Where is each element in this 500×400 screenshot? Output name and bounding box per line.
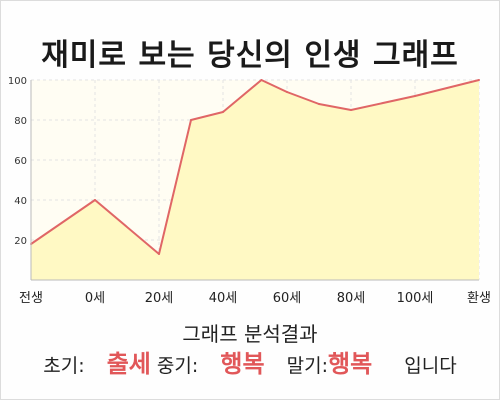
y-tick-label: 100 — [8, 76, 27, 87]
early-label: 초기: — [43, 355, 85, 377]
data-point — [260, 79, 263, 81]
data-point — [94, 199, 96, 201]
late-label: 말기: — [286, 355, 329, 377]
y-tick-label: 40 — [14, 196, 27, 207]
summary-ending: 입니다 — [404, 355, 457, 377]
x-tick-label: 환생 — [467, 291, 491, 306]
x-tick-label: 전생 — [19, 291, 43, 306]
y-tick-labels: 20 40 60 80 100 — [8, 76, 27, 247]
axis-layer — [30, 80, 479, 281]
y-tick-label: 80 — [14, 116, 27, 127]
y-tick-label: 20 — [14, 236, 27, 247]
data-point — [158, 253, 160, 255]
chart-title: 재미로 보는 당신의 인생 그래프 — [41, 38, 459, 73]
x-tick-label: 20세 — [145, 291, 174, 306]
late-value: 행복 — [328, 350, 373, 378]
data-point — [478, 79, 480, 81]
early-value: 출세 — [106, 350, 151, 378]
data-point — [414, 95, 416, 97]
x-tick-labels: 전생 0세 20세 40세 60세 80세 100세 환생 — [19, 291, 491, 306]
x-tick-label: 100세 — [397, 291, 434, 306]
x-tick-label: 80세 — [337, 291, 366, 306]
x-tick-label: 40세 — [209, 291, 238, 306]
y-tick-label: 60 — [14, 156, 27, 167]
series-area — [31, 80, 479, 280]
mid-label: 중기: — [156, 355, 199, 377]
data-point — [350, 109, 352, 111]
data-point — [286, 91, 288, 93]
mid-value: 행복 — [220, 350, 265, 378]
x-tick-label: 0세 — [85, 291, 105, 306]
x-tick-label: 60세 — [273, 291, 302, 306]
data-point — [318, 103, 320, 105]
summary-line: 초기: 출세 중기: 행복 말기:행복 입니다 — [0, 344, 500, 379]
summary-title: 그래프 분석결과 — [182, 322, 318, 346]
data-point — [222, 111, 224, 113]
data-point — [190, 119, 192, 121]
